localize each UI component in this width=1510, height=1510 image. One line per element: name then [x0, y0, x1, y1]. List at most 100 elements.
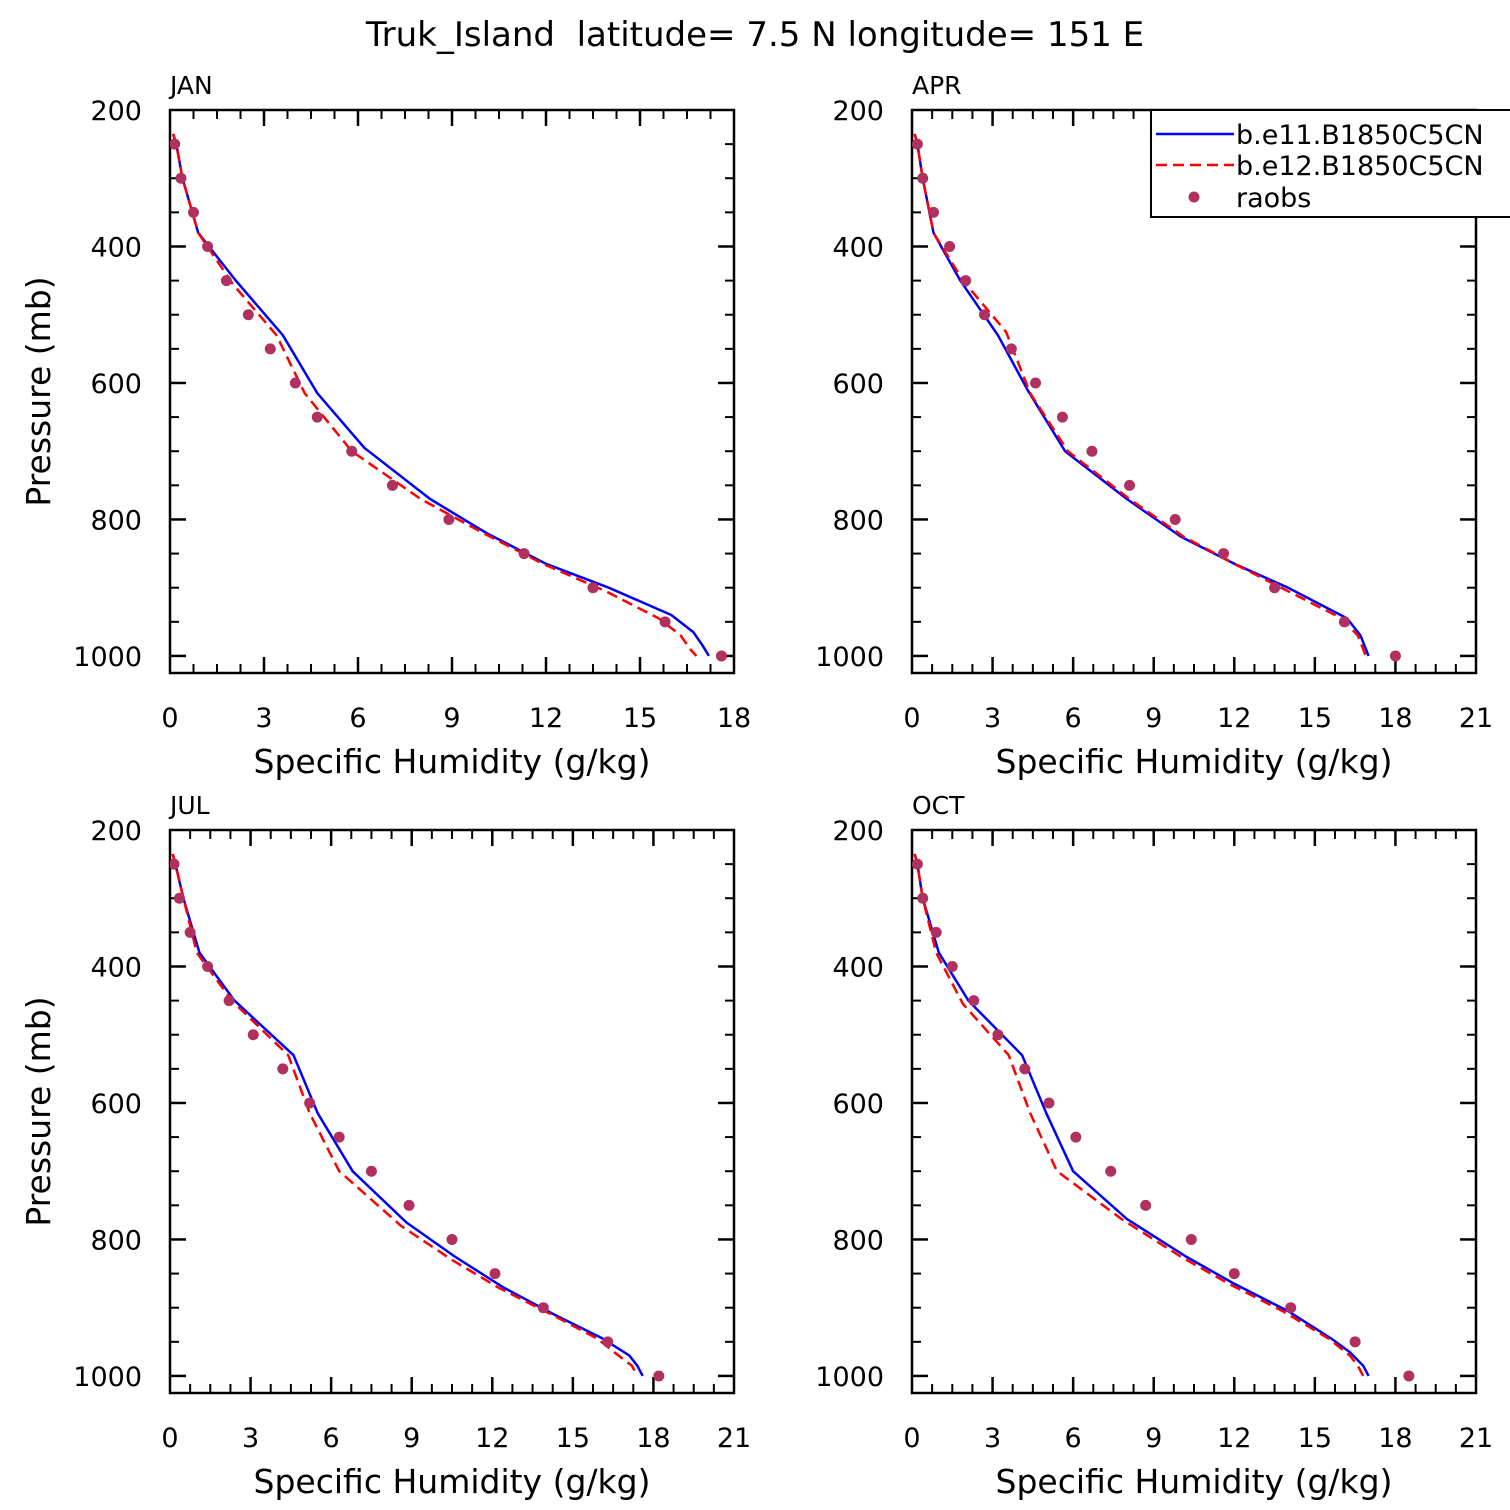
raobs-point: [1086, 445, 1098, 457]
raobs-point: [1070, 1131, 1082, 1143]
series-group: [912, 853, 1415, 1382]
series-group: [170, 133, 727, 662]
raobs-point: [264, 343, 276, 355]
panel-label: JAN: [168, 71, 213, 100]
series-line-e12: [913, 133, 1368, 657]
x-tick-label: 0: [903, 1423, 920, 1454]
legend-label: raobs: [1236, 183, 1311, 214]
series-line-e12: [913, 853, 1365, 1377]
y-axis-label: Pressure (mb): [19, 276, 58, 506]
raobs-point: [443, 513, 455, 525]
x-tick-label: 6: [1065, 1423, 1082, 1454]
raobs-point: [602, 1336, 614, 1348]
raobs-point: [188, 206, 199, 218]
raobs-point: [944, 240, 956, 252]
raobs-point: [202, 960, 214, 972]
x-tick-label: 12: [1217, 1423, 1251, 1454]
raobs-point: [930, 926, 942, 938]
x-tick-label: 18: [636, 1423, 670, 1454]
x-tick-label: 0: [161, 1423, 178, 1454]
x-tick-label: 15: [1298, 703, 1332, 734]
y-tick-label: 200: [90, 816, 142, 847]
raobs-point: [1338, 616, 1350, 628]
plot-frame: [168, 828, 736, 1395]
y-tick-label: 600: [832, 1089, 884, 1120]
x-axis-label: Specific Humidity (g/kg): [996, 1462, 1393, 1501]
raobs-point: [173, 892, 185, 904]
raobs-point: [1030, 377, 1042, 389]
x-tick-label: 3: [255, 703, 272, 734]
raobs-point: [1043, 1097, 1055, 1109]
x-tick-label: 15: [556, 1423, 590, 1454]
panel-oct: 0 3 6 9 12 15 18 21 200 400 600 800 1000 OCT Specific …: [815, 791, 1493, 1501]
y-tick-label: 200: [832, 816, 884, 847]
raobs-point: [202, 240, 214, 252]
x-tick-label: 15: [1298, 1423, 1332, 1454]
x-tick-label: 12: [529, 703, 563, 734]
raobs-point: [184, 926, 196, 938]
y-tick-label: 800: [832, 505, 884, 536]
series-line-e11: [171, 133, 710, 657]
x-tick-label: 21: [717, 1423, 751, 1454]
raobs-point: [311, 411, 323, 423]
plot-frame: [910, 828, 1478, 1395]
raobs-point: [1349, 1336, 1361, 1348]
raobs-point: [917, 172, 929, 184]
raobs-point: [333, 1131, 345, 1143]
series-line-e11: [913, 853, 1370, 1377]
x-tick-label: 9: [1145, 1423, 1162, 1454]
x-tick-label: 6: [349, 703, 366, 734]
y-axis-label: Pressure (mb): [19, 996, 58, 1226]
raobs-point: [992, 1029, 1004, 1041]
x-tick-label: 21: [1459, 703, 1493, 734]
series-line-e12: [171, 133, 698, 657]
x-axis-label: Specific Humidity (g/kg): [254, 742, 651, 781]
x-tick-label: 18: [1378, 703, 1412, 734]
y-tick-label: 600: [90, 369, 142, 400]
raobs-point: [1269, 582, 1281, 594]
plot-frame: [168, 108, 736, 675]
x-axis-label: Specific Humidity (g/kg): [996, 742, 1393, 781]
raobs-point: [1105, 1165, 1117, 1177]
x-tick-label: 0: [903, 703, 920, 734]
y-tick-label: 800: [832, 1225, 884, 1256]
raobs-point: [489, 1268, 501, 1280]
x-tick-label: 6: [1065, 703, 1082, 734]
raobs-point: [1228, 1268, 1240, 1280]
raobs-point: [715, 650, 727, 662]
raobs-point: [247, 1029, 259, 1041]
panel-label: OCT: [912, 791, 965, 820]
legend-label: b.e12.B1850C5CN: [1236, 151, 1484, 182]
raobs-point: [927, 206, 939, 218]
raobs-point: [587, 582, 599, 594]
raobs-point: [659, 616, 671, 628]
y-tick-label: 400: [90, 952, 142, 983]
y-tick-label: 800: [90, 505, 142, 536]
raobs-point: [1124, 479, 1136, 491]
x-tick-label: 12: [475, 1423, 509, 1454]
x-tick-label: 15: [623, 703, 657, 734]
raobs-point: [1056, 411, 1068, 423]
raobs-point: [979, 309, 991, 321]
raobs-point: [917, 892, 929, 904]
raobs-point: [1185, 1233, 1197, 1245]
raobs-point: [968, 995, 980, 1007]
x-tick-label: 6: [323, 1423, 340, 1454]
raobs-point: [1389, 650, 1401, 662]
legend-label: b.e11.B1850C5CN: [1236, 120, 1484, 151]
raobs-point: [912, 138, 923, 150]
raobs-point: [170, 858, 180, 870]
raobs-point: [518, 548, 530, 560]
raobs-point: [403, 1199, 415, 1211]
y-tick-label: 1000: [73, 642, 142, 673]
raobs-point: [912, 858, 923, 870]
raobs-point: [289, 377, 301, 389]
raobs-point: [1005, 343, 1017, 355]
raobs-point: [386, 479, 398, 491]
raobs-point: [1140, 1199, 1152, 1211]
x-tick-label: 0: [161, 703, 178, 734]
x-axis-label: Specific Humidity (g/kg): [254, 1462, 651, 1501]
raobs-point: [946, 960, 958, 972]
